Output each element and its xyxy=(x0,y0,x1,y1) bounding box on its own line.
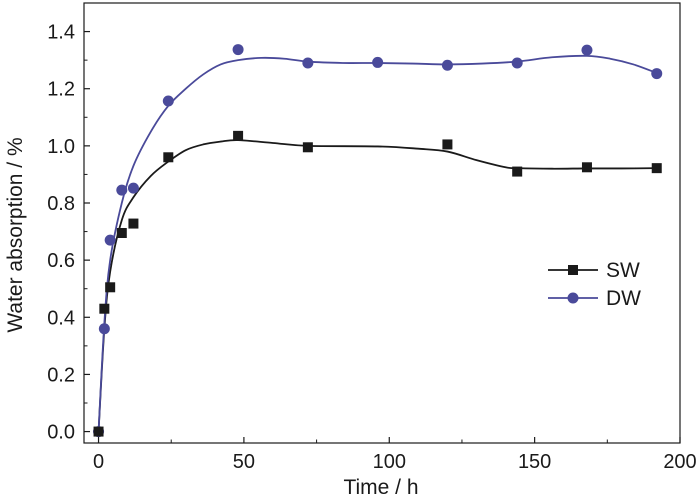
sw-data-point xyxy=(302,142,313,153)
dw-data-point xyxy=(232,44,244,56)
dw-data-point xyxy=(127,182,139,194)
dw-data-point xyxy=(651,68,663,80)
sw-data-point xyxy=(93,426,104,437)
sw-data-point xyxy=(442,139,453,150)
dw-fit-curve xyxy=(97,54,658,432)
y-tick-label: 0.2 xyxy=(47,364,75,386)
x-tick-label: 100 xyxy=(373,451,406,473)
sw-data-point xyxy=(105,282,116,293)
legend-dw-marker xyxy=(567,292,579,304)
y-tick-label: 1.4 xyxy=(47,22,75,44)
dw-data-point xyxy=(441,59,453,71)
dw-data-point xyxy=(581,44,593,56)
y-axis-title: Water absorption / % xyxy=(4,137,27,332)
x-tick-label: 150 xyxy=(518,451,551,473)
x-tick-label: 50 xyxy=(233,451,255,473)
plot-frame xyxy=(83,2,681,444)
dw-data-point xyxy=(372,56,384,68)
legend-dw-label: DW xyxy=(606,287,641,310)
dw-data-point xyxy=(511,57,523,69)
y-tick-label: 0.8 xyxy=(47,193,75,215)
sw-data-point xyxy=(116,228,127,238)
legend-sw-label: SW xyxy=(606,259,640,282)
y-tick-label: 1.2 xyxy=(47,79,75,101)
sw-data-point xyxy=(99,303,110,314)
y-tick-label: 0.6 xyxy=(47,250,75,272)
dw-data-point xyxy=(98,323,110,335)
data-markers xyxy=(93,44,663,438)
y-tick-label: 0.4 xyxy=(47,307,75,329)
x-tick-label: 200 xyxy=(663,451,696,473)
sw-data-point xyxy=(581,162,592,173)
x-tick-label: 0 xyxy=(93,451,104,473)
plot-border xyxy=(83,2,681,444)
fit-curves xyxy=(97,54,658,432)
legend: SW DW xyxy=(548,259,641,310)
y-tick-label: 0.0 xyxy=(47,422,75,444)
sw-data-point xyxy=(128,218,139,229)
y-tick-label: 1.0 xyxy=(47,136,75,158)
sw-data-point xyxy=(233,130,244,141)
dw-data-point xyxy=(104,234,116,246)
sw-data-point xyxy=(163,152,174,163)
dw-data-point xyxy=(302,57,314,69)
x-axis-title: Time / h xyxy=(343,476,418,499)
sw-data-point xyxy=(512,166,523,177)
x-axis-ticks: 0 50 100 150 200 xyxy=(93,437,697,473)
sw-data-point xyxy=(651,163,662,174)
dw-data-point xyxy=(162,95,174,107)
y-axis-ticks: 0.0 0.2 0.4 0.6 0.8 1.0 1.2 1.4 xyxy=(47,22,90,444)
sw-fit-curve xyxy=(97,139,657,432)
legend-sw-marker xyxy=(568,265,578,275)
dw-data-point xyxy=(116,184,128,196)
